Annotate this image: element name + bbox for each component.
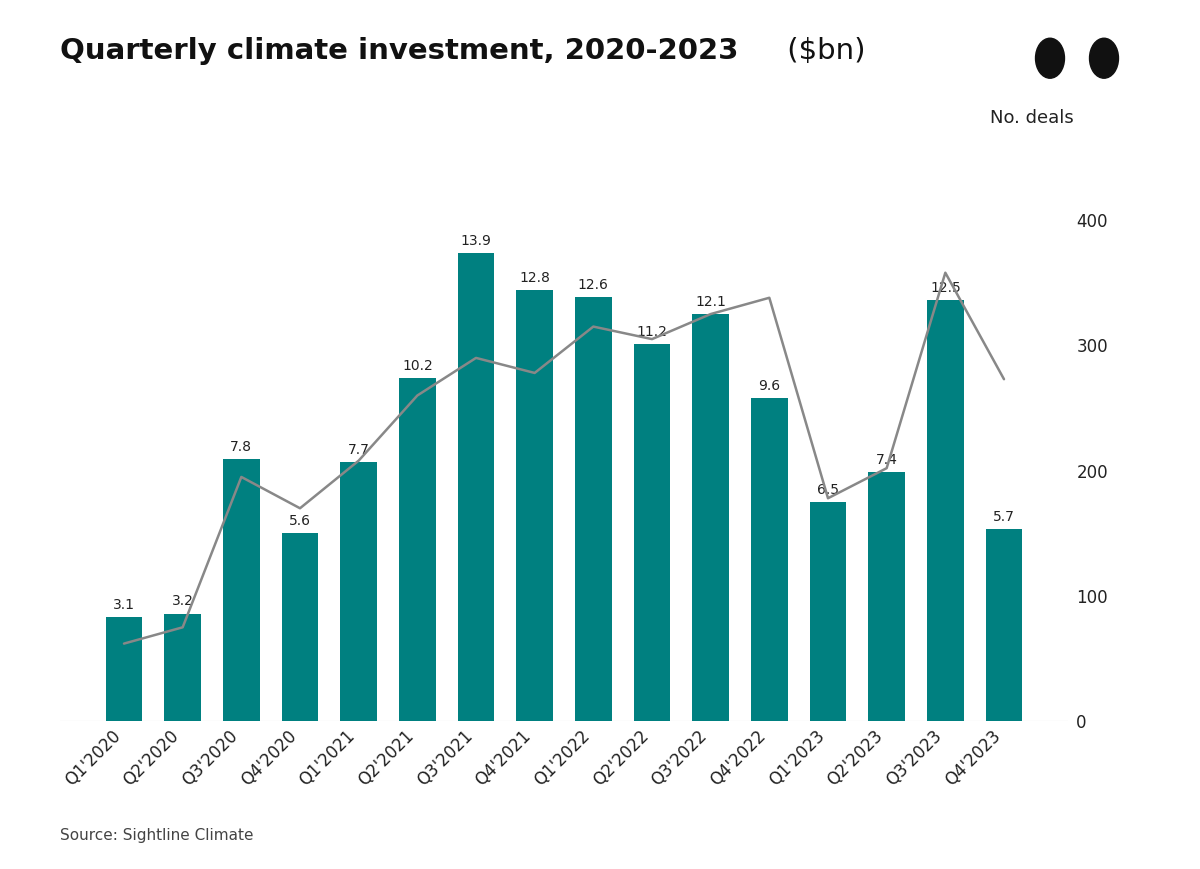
Bar xyxy=(810,502,846,721)
Text: 13.9: 13.9 xyxy=(461,234,492,249)
Bar xyxy=(282,533,318,721)
Bar xyxy=(458,253,494,721)
Text: 3.2: 3.2 xyxy=(172,594,193,608)
Bar xyxy=(106,617,142,721)
Bar xyxy=(341,462,377,721)
Text: 9.6: 9.6 xyxy=(758,379,780,393)
Bar xyxy=(986,529,1022,721)
Text: 7.4: 7.4 xyxy=(876,453,898,467)
Bar xyxy=(516,290,553,721)
Bar xyxy=(869,472,905,721)
Text: ($bn): ($bn) xyxy=(778,37,865,65)
Text: 6.5: 6.5 xyxy=(817,483,839,497)
Text: 3.1: 3.1 xyxy=(113,598,136,612)
Bar xyxy=(164,614,200,721)
Bar xyxy=(928,301,964,721)
Text: 12.8: 12.8 xyxy=(520,271,550,285)
Text: 7.7: 7.7 xyxy=(348,443,370,457)
Bar xyxy=(751,398,787,721)
Text: 10.2: 10.2 xyxy=(402,359,433,373)
Bar xyxy=(575,297,612,721)
Text: 12.6: 12.6 xyxy=(578,278,608,292)
Bar xyxy=(692,314,728,721)
Text: 11.2: 11.2 xyxy=(636,325,667,339)
Text: Source: Sightline Climate: Source: Sightline Climate xyxy=(60,828,253,843)
Bar xyxy=(400,378,436,721)
Text: 7.8: 7.8 xyxy=(230,440,252,454)
Text: No. deals: No. deals xyxy=(990,109,1074,127)
Bar xyxy=(634,344,670,721)
Bar xyxy=(223,459,259,721)
Text: 5.6: 5.6 xyxy=(289,514,311,527)
Text: 12.5: 12.5 xyxy=(930,282,961,295)
Text: 5.7: 5.7 xyxy=(994,510,1015,524)
Text: 12.1: 12.1 xyxy=(695,295,726,308)
Text: Quarterly climate investment, 2020-2023: Quarterly climate investment, 2020-2023 xyxy=(60,37,738,65)
